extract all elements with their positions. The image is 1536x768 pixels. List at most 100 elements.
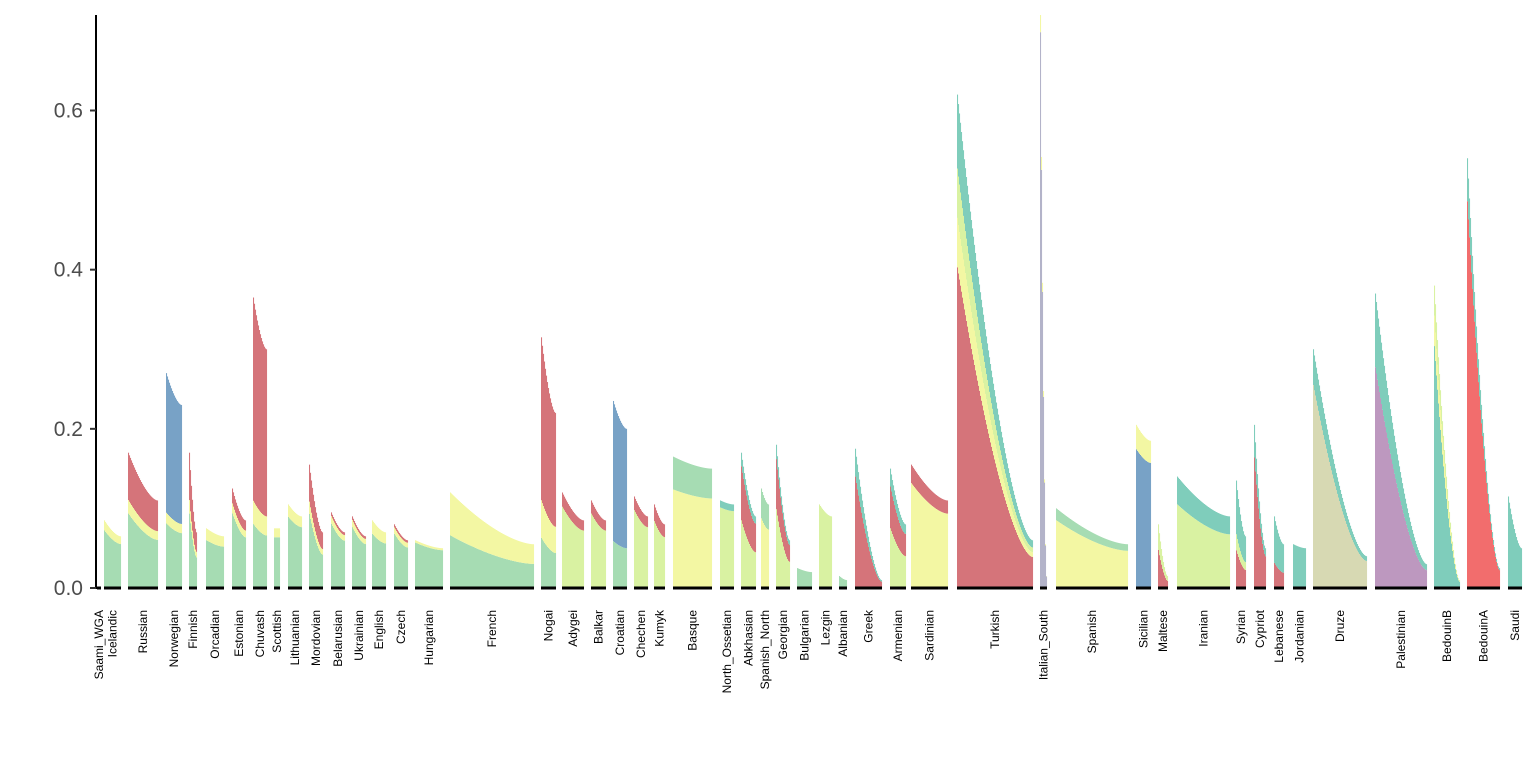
- bar-segment-yellow: [1096, 542, 1098, 588]
- bar-segment-yellow: [690, 495, 692, 588]
- bar-segment-blue: [620, 420, 622, 547]
- bar-segment-lime: [656, 525, 658, 588]
- bar-segment-teal: [1380, 334, 1382, 399]
- bar-segment-lime: [595, 520, 597, 588]
- population-label: Abkhasian: [742, 610, 756, 666]
- bar-segment-yellow: [318, 541, 320, 549]
- bar-segment-light-green: [105, 531, 107, 588]
- bar-segment-yellow: [424, 544, 426, 547]
- bar-segment-blue: [1144, 459, 1146, 588]
- bar-segment-teal: [1347, 516, 1349, 527]
- bar-segment-light-green: [435, 549, 437, 588]
- bar-segment-light-green: [431, 548, 433, 588]
- bar-segment-yellow: [288, 504, 290, 517]
- bar-segment-light-green: [493, 555, 495, 588]
- bar-segment-yellow: [523, 542, 525, 563]
- bar-segment-red: [918, 475, 920, 493]
- bar-segment-lime: [1197, 520, 1199, 588]
- bar-segment-red: [781, 505, 783, 538]
- bar-segment-yellow: [116, 534, 118, 543]
- bar-segment-teal: [1264, 545, 1266, 555]
- bar-segment-red: [778, 479, 780, 522]
- bar-segment-teal: [1260, 513, 1262, 529]
- bar-segment-yellow: [700, 497, 702, 588]
- bar-segment-red: [1032, 556, 1034, 588]
- bar-segment-yellow: [463, 504, 465, 543]
- bar-segment-yellow: [510, 537, 512, 561]
- bar-segment-purple: [1426, 570, 1428, 588]
- bar-segment-lime: [959, 184, 961, 233]
- population-block: [613, 400, 628, 588]
- bar-segment-teal: [1194, 495, 1196, 519]
- bar-segment-red: [265, 348, 267, 517]
- bar-segment-light-green: [1121, 543, 1123, 551]
- bar-segment-blue: [1148, 462, 1150, 588]
- bar-segment-light-green: [616, 543, 618, 588]
- bar-segment-yellow: [234, 509, 236, 519]
- bar-segment-yellow: [698, 496, 700, 588]
- bar-segment-teal: [1480, 390, 1482, 410]
- bar-segment-lime: [1444, 450, 1446, 464]
- bar-segment-red: [365, 536, 367, 539]
- bar-segment-light-green: [1069, 518, 1071, 529]
- bar-segment-red: [999, 479, 1001, 588]
- population-block: [634, 496, 649, 588]
- bar-segment-yellow: [147, 525, 149, 536]
- bar-segment-purple: [1422, 566, 1424, 588]
- bar-segment-bright-red: [1497, 565, 1499, 588]
- bar-segment-bright-red: [1495, 556, 1497, 588]
- bar-segment-light-green: [274, 537, 276, 588]
- bar-segment-light-green: [1084, 528, 1086, 538]
- population-block: [1313, 349, 1368, 588]
- bar-segment-red: [1163, 572, 1165, 588]
- bar-segment-light-green: [761, 488, 763, 519]
- bar-segment-lime: [786, 556, 788, 588]
- bar-segment-blue: [1146, 461, 1148, 588]
- bar-segment-teal: [1348, 519, 1350, 530]
- bar-segment-yellow: [1147, 439, 1149, 462]
- bar-segment-red: [578, 517, 580, 529]
- bar-segment-red: [946, 500, 948, 514]
- bar-segment-blue: [1136, 449, 1138, 588]
- bar-segment-lime: [646, 526, 648, 588]
- bar-segment-teal: [895, 495, 897, 510]
- bar-segment-red: [256, 315, 258, 507]
- bar-segment-teal: [1391, 415, 1393, 459]
- bar-segment-yellow: [552, 524, 554, 552]
- bar-segment-yellow: [1145, 437, 1147, 461]
- bar-segment-lime: [661, 534, 663, 588]
- bar-segment-light-green: [334, 529, 336, 588]
- bar-segment-red: [364, 535, 366, 539]
- bar-segment-yellow: [471, 511, 473, 547]
- bar-segment-teal: [784, 519, 786, 527]
- bar-segment-teal: [1192, 493, 1194, 517]
- bar-segment-light-green: [1057, 509, 1059, 522]
- bar-segment-red: [1002, 490, 1004, 588]
- bar-segment-teal: [1228, 516, 1230, 535]
- bar-segment-teal: [978, 276, 980, 324]
- bar-segment-teal: [862, 500, 864, 519]
- bar-segment-yellow: [1026, 546, 1028, 552]
- bar-segment-lime: [965, 231, 967, 274]
- bar-segment-teal: [986, 336, 988, 375]
- bar-segment-yellow: [1436, 348, 1438, 376]
- bar-segment-olive: [1319, 415, 1321, 588]
- population-label: Palestinian: [1394, 610, 1408, 669]
- bar-segment-yellow: [522, 542, 524, 563]
- bar-segment-yellow: [682, 492, 684, 588]
- bar-segment-teal: [1178, 477, 1180, 506]
- bar-segment-teal: [1453, 557, 1455, 588]
- bar-segment-red: [662, 522, 664, 536]
- bar-segment-light-green: [1086, 529, 1088, 539]
- bar-segment-red: [656, 510, 658, 526]
- bar-segment-lime: [781, 537, 783, 588]
- y-tick-label: 0.4: [54, 259, 84, 282]
- bar-segment-teal: [1319, 385, 1321, 416]
- bar-segment-light-green: [844, 579, 846, 588]
- bar-segment-light-green: [395, 535, 397, 588]
- bar-segment-teal: [727, 503, 729, 511]
- bar-segment-bright-red: [1472, 289, 1474, 588]
- bar-segment-lime: [1187, 513, 1189, 588]
- bar-segment-red: [902, 530, 904, 555]
- bar-segment-teal: [1223, 515, 1225, 534]
